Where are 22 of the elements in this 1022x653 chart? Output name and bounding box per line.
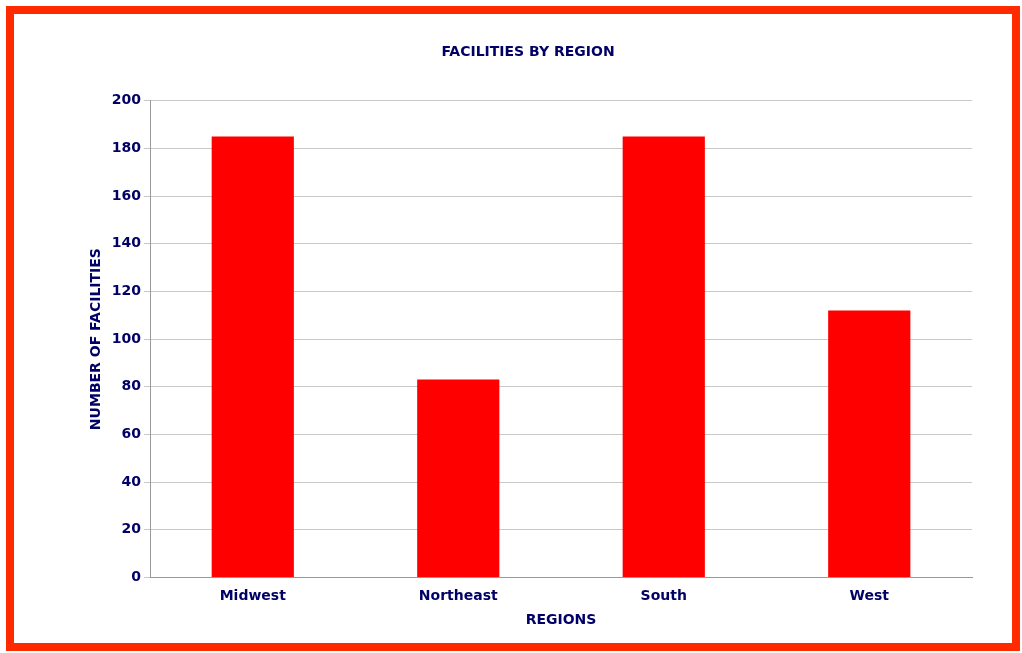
bar — [211, 136, 294, 577]
y-tick-label: 80 — [121, 377, 142, 394]
chart-title: FACILITIES BY REGION — [441, 43, 615, 60]
y-tick-label: 120 — [111, 282, 142, 299]
x-tick-label: Northeast — [418, 587, 498, 604]
bar — [828, 310, 911, 577]
y-tick-label: 60 — [121, 425, 142, 442]
x-tick-label: South — [640, 587, 687, 604]
y-tick-label: 180 — [111, 139, 142, 156]
y-tick-label: 200 — [111, 91, 142, 108]
bar — [417, 379, 500, 577]
y-tick-label: 140 — [111, 234, 142, 251]
y-axis-title: NUMBER OF FACILITIES — [87, 248, 104, 431]
y-tick-label: 160 — [111, 186, 142, 203]
x-tick-label: West — [849, 587, 890, 604]
x-tick-label: Midwest — [219, 587, 287, 604]
y-tick-label: 0 — [131, 568, 142, 585]
bar — [622, 136, 705, 577]
y-tick-label: 100 — [111, 329, 142, 346]
y-tick-label: 40 — [121, 472, 142, 489]
x-axis-title: REGIONS — [525, 611, 597, 628]
y-tick-label: 20 — [121, 520, 142, 537]
